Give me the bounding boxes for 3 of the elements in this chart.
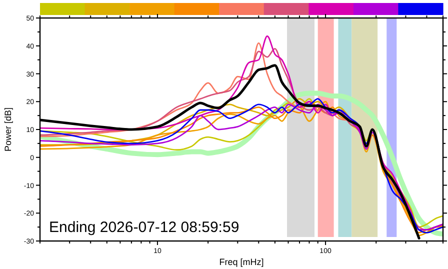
annotation: Ending 2026-07-12 08:59:59 — [49, 219, 240, 236]
x-axis-title: Freq [mHz] — [219, 257, 264, 267]
y-axis-title: Power [dB] — [3, 107, 13, 152]
